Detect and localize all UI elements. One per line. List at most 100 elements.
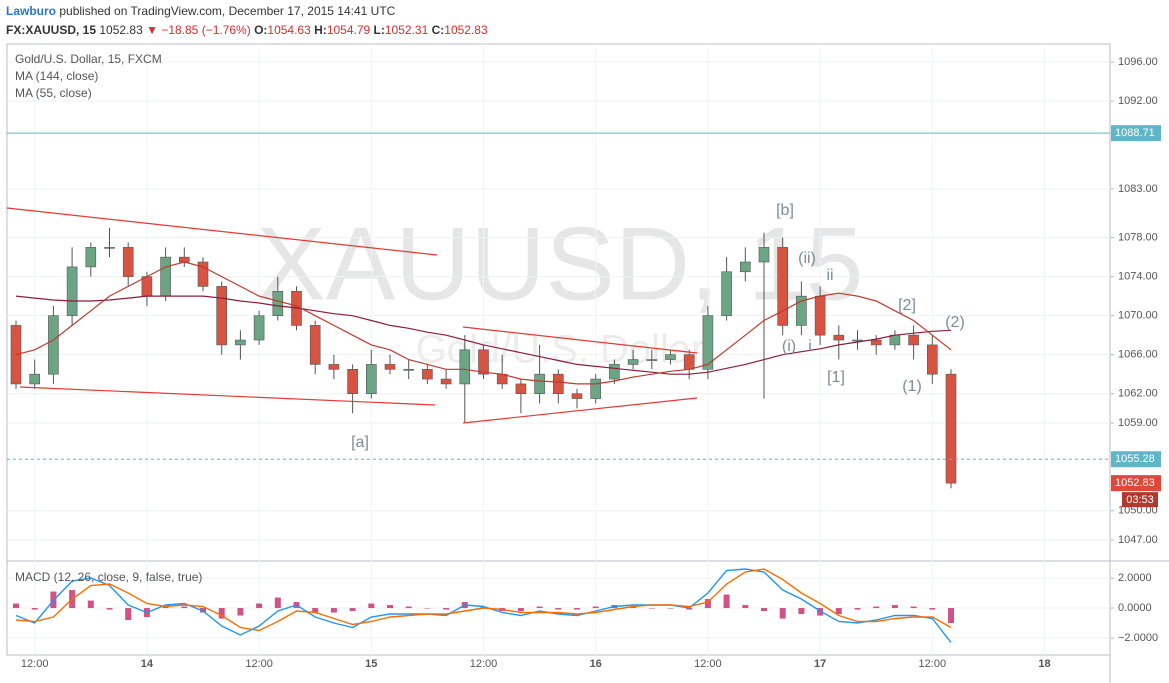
series-line (15, 568, 952, 632)
candle-body (534, 373, 545, 394)
publish-line: Lawburo published on TradingView.com, De… (6, 2, 488, 21)
candle-body (908, 334, 919, 346)
histogram-bar (742, 605, 749, 609)
ohlc-label: C: (431, 23, 445, 37)
trendline (19, 386, 436, 406)
candle-body (179, 256, 190, 263)
histogram-bar (237, 608, 244, 616)
candle-body (347, 369, 358, 394)
candle-body (85, 247, 97, 268)
wave-label: (ii) (798, 250, 816, 267)
candle-body (384, 364, 396, 370)
x-tick-label: 17 (814, 658, 826, 670)
candle-body (702, 315, 714, 370)
ohlc-label: O: (254, 23, 268, 37)
y-tick-label: 1092.00 (1118, 95, 1158, 107)
y-tick-label: 1096.00 (1118, 56, 1158, 68)
candle-body (459, 349, 471, 385)
histogram-bar (667, 608, 674, 609)
candle-body (104, 247, 115, 249)
symbol: FX:XAUUSD, 15 (6, 23, 97, 37)
candle-body (160, 256, 171, 297)
price-label-bg (1111, 125, 1161, 142)
candle-body (571, 393, 583, 399)
histogram-bar (181, 606, 188, 609)
histogram-bar (31, 608, 38, 610)
last: 1052.83 (99, 23, 143, 37)
histogram-bar (405, 606, 412, 609)
trendline (6, 207, 438, 256)
marks (10, 227, 957, 643)
histogram-bar (13, 603, 19, 609)
candle-body (66, 266, 78, 316)
ohlc-value: 1052.83 (444, 23, 488, 37)
candle-body (403, 369, 415, 371)
header: Lawburo published on TradingView.com, De… (6, 2, 488, 40)
candle-body (552, 373, 564, 394)
trendline (462, 397, 698, 424)
histogram-bar (779, 608, 786, 619)
wave-label: (2) (945, 314, 965, 331)
candle-body (758, 247, 770, 263)
histogram-bar (761, 608, 767, 612)
histogram-bar (592, 606, 599, 609)
y-tick-label: 1074.00 (1118, 271, 1158, 283)
last-price-bg (1111, 475, 1161, 492)
legend-entry: MA (144, close) (15, 69, 98, 83)
publish-text: published on TradingView.com, December 1… (59, 4, 396, 18)
wave-label: (1) (902, 378, 922, 395)
ohlc-value: 1054.79 (326, 23, 371, 37)
candle-body (197, 261, 209, 287)
x-tick-label: 14 (141, 658, 154, 670)
histogram-bar (536, 606, 543, 609)
histogram-bar (87, 600, 94, 609)
countdown-bg (1122, 492, 1158, 508)
candle-body (665, 354, 676, 360)
candle-body (309, 325, 321, 365)
wave-label: ii (826, 267, 833, 284)
candle-body (141, 276, 153, 297)
histogram-bar (312, 608, 319, 613)
histogram-bar (910, 606, 917, 609)
series-line (15, 261, 952, 385)
change: ▼ −18.85 (−1.76%) (146, 23, 251, 37)
wave-label: [b] (776, 202, 794, 219)
histogram-bar (555, 608, 562, 610)
ohlc-label: H: (314, 23, 327, 37)
candle-body (515, 383, 527, 394)
chart-title: MACD (12, 26, close, 9, false, true) (15, 570, 202, 584)
histogram-bar (162, 606, 169, 609)
trendlines (6, 207, 698, 424)
wave-label: (i) (782, 338, 796, 355)
candle-body (870, 339, 882, 346)
candle-body (122, 247, 134, 277)
y-tick-label: 1066.00 (1118, 349, 1158, 361)
candle-body (833, 334, 845, 341)
author[interactable]: Lawburo (6, 4, 56, 18)
histogram-bar (424, 608, 431, 609)
ohlc-value: 1052.31 (384, 23, 429, 37)
candle-body (216, 286, 227, 346)
wave-label: [1] (827, 369, 845, 386)
x-tick-label: 12:00 (919, 658, 947, 670)
candle-body (852, 339, 863, 342)
chart-title: Gold/U.S. Dollar, 15, FXCM (15, 52, 162, 66)
price-label: 1055.28 (1115, 453, 1155, 465)
y-tick-label: 0.0000 (1118, 602, 1152, 614)
candle-body (721, 271, 732, 316)
x-tick-label: 12:00 (245, 658, 273, 670)
y-tick-label: 1047.00 (1118, 534, 1158, 546)
x-tick-label: 12:00 (470, 658, 498, 670)
histogram-bar (891, 605, 898, 609)
candle-body (889, 334, 901, 346)
histogram-bar (630, 606, 637, 609)
candle-body (328, 364, 340, 370)
overlay: MA (144, close) MA (55, close) Gold/U.S. D… (7, 52, 1161, 584)
histogram-bar (798, 608, 805, 615)
candle-body (796, 295, 807, 326)
x-tick-label: 12:00 (694, 658, 722, 670)
candle-body (627, 359, 639, 365)
series-line (15, 568, 952, 643)
candle-body (590, 378, 602, 399)
